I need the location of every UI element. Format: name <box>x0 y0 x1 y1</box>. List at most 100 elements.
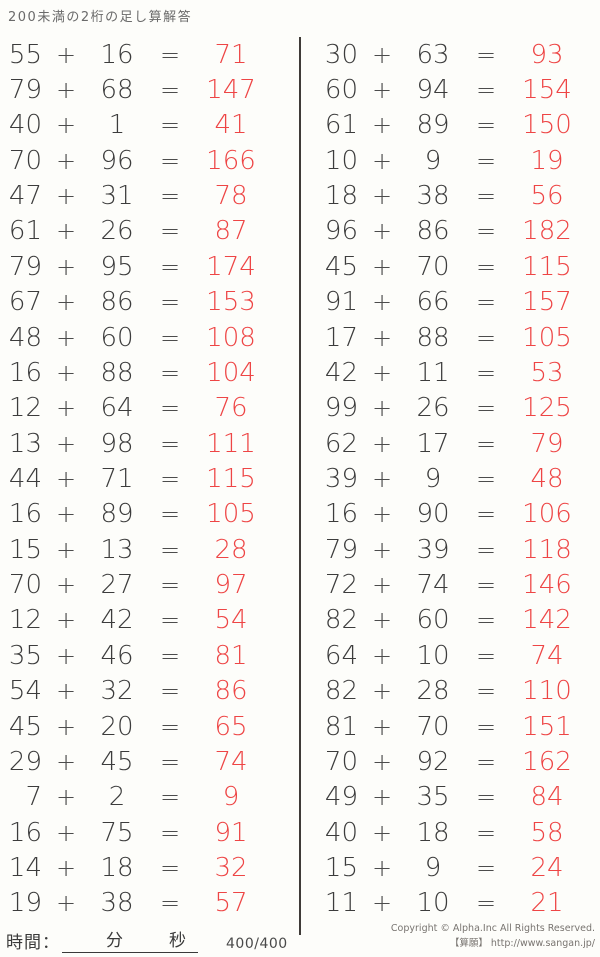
equals-sign: = <box>159 40 181 69</box>
problem-row: 10 +9 = 19 <box>322 143 600 178</box>
operand-b: 46 <box>100 640 134 671</box>
operand-a: 96 <box>324 216 358 247</box>
problem-row: 91 +66 = 157 <box>322 285 600 320</box>
plus-sign: + <box>55 252 77 281</box>
answer: 57 <box>214 888 248 919</box>
operand-b: 38 <box>416 181 450 212</box>
equals-sign: = <box>159 500 181 529</box>
answer: 53 <box>530 357 564 388</box>
answer: 104 <box>206 357 256 388</box>
problem-row: 16 +75 = 91 <box>6 815 300 850</box>
plus-sign: + <box>371 182 393 211</box>
answer: 125 <box>522 393 572 424</box>
operand-b: 11 <box>416 357 450 388</box>
equals-sign: = <box>159 677 181 706</box>
answer: 153 <box>206 287 256 318</box>
operand-a: 61 <box>8 216 42 247</box>
plus-sign: + <box>55 358 77 387</box>
equals-sign: = <box>159 182 181 211</box>
answer: 115 <box>522 251 572 282</box>
operand-b: 35 <box>416 782 450 813</box>
equals-sign: = <box>475 394 497 423</box>
plus-sign: + <box>371 747 393 776</box>
operand-b: 26 <box>100 216 134 247</box>
equals-sign: = <box>159 464 181 493</box>
plus-sign: + <box>371 111 393 140</box>
operand-b: 10 <box>416 888 450 919</box>
operand-b: 18 <box>416 817 450 848</box>
equals-sign: = <box>475 358 497 387</box>
plus-sign: + <box>55 217 77 246</box>
answer: 93 <box>530 39 564 70</box>
answer: 74 <box>214 746 248 777</box>
operand-a: 40 <box>8 110 42 141</box>
operand-a: 67 <box>8 287 42 318</box>
equals-sign: = <box>159 76 181 105</box>
operand-b: 16 <box>100 39 134 70</box>
problem-row: 40 +1 = 41 <box>6 108 300 143</box>
plus-sign: + <box>55 853 77 882</box>
equals-sign: = <box>159 853 181 882</box>
operand-b: 17 <box>416 428 450 459</box>
answer: 105 <box>206 499 256 530</box>
problem-row: 96 +86 = 182 <box>322 214 600 249</box>
problem-row: 70 +27 = 97 <box>6 567 300 602</box>
column-divider-line <box>299 37 301 935</box>
score-counter: 400/400 <box>226 936 288 952</box>
answer: 21 <box>530 888 564 919</box>
plus-sign: + <box>55 429 77 458</box>
time-fill-in-line[interactable]: 分秒 <box>62 926 198 953</box>
operand-b: 70 <box>416 711 450 742</box>
operand-b: 64 <box>100 393 134 424</box>
equals-sign: = <box>475 111 497 140</box>
answer: 86 <box>214 676 248 707</box>
plus-sign: + <box>371 712 393 741</box>
operand-b: 60 <box>416 605 450 636</box>
seconds-unit-label: 秒 <box>169 931 186 951</box>
equals-sign: = <box>475 783 497 812</box>
operand-b: 9 <box>424 463 442 494</box>
plus-sign: + <box>55 641 77 670</box>
operand-a: 44 <box>8 463 42 494</box>
copyright-line1: Copyright © Alpha.Inc All Rights Reserve… <box>390 923 595 934</box>
equals-sign: = <box>159 712 181 741</box>
operand-b: 27 <box>100 570 134 601</box>
plus-sign: + <box>371 818 393 847</box>
operand-b: 9 <box>424 145 442 176</box>
answer: 105 <box>522 322 572 353</box>
equals-sign: = <box>159 429 181 458</box>
plus-sign: + <box>371 606 393 635</box>
plus-sign: + <box>371 853 393 882</box>
problem-row: 45 +70 = 115 <box>322 249 600 284</box>
problem-row: 61 +26 = 87 <box>6 214 300 249</box>
plus-sign: + <box>55 677 77 706</box>
operand-a: 12 <box>8 605 42 636</box>
operand-a: 70 <box>8 145 42 176</box>
answer: 110 <box>522 676 572 707</box>
problems-sheet: 55 +16 = 71 79 +68 = 147 40 +1 = 41 70 +96 = 166 47 +31 = 7… <box>0 37 600 921</box>
answer: 106 <box>522 499 572 530</box>
operand-a: 45 <box>8 711 42 742</box>
operand-a: 18 <box>324 181 358 212</box>
operand-b: 68 <box>100 75 134 106</box>
operand-a: 16 <box>8 499 42 530</box>
operand-b: 42 <box>100 605 134 636</box>
answer: 71 <box>214 39 248 70</box>
operand-a: 79 <box>8 251 42 282</box>
equals-sign: = <box>475 182 497 211</box>
operand-a: 12 <box>8 393 42 424</box>
plus-sign: + <box>371 146 393 175</box>
problem-row: 62 +17 = 79 <box>322 426 600 461</box>
equals-sign: = <box>159 288 181 317</box>
operand-a: 13 <box>8 428 42 459</box>
plus-sign: + <box>55 464 77 493</box>
plus-sign: + <box>55 146 77 175</box>
problem-row: 45 +20 = 65 <box>6 709 300 744</box>
equals-sign: = <box>475 747 497 776</box>
answer: 91 <box>214 817 248 848</box>
operand-a: 70 <box>324 746 358 777</box>
answer: 118 <box>522 534 572 565</box>
operand-b: 86 <box>416 216 450 247</box>
operand-a: 11 <box>324 888 358 919</box>
operand-a: 45 <box>324 251 358 282</box>
